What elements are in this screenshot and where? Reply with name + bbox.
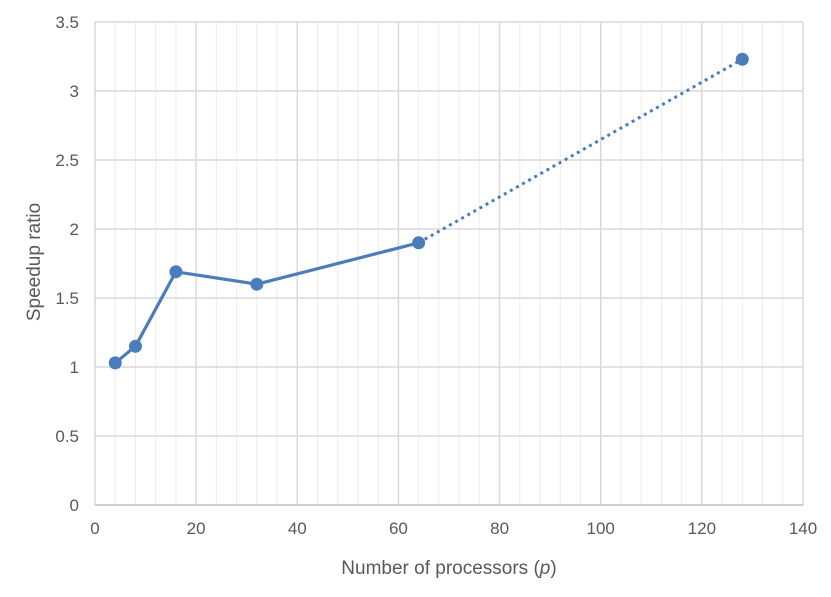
y-tick-label: 1.5 <box>55 289 79 308</box>
x-tick-label: 120 <box>688 519 716 538</box>
x-tick-label: 100 <box>587 519 615 538</box>
y-tick-label: 0 <box>70 496 79 515</box>
x-axis-title-end: ) <box>550 558 556 579</box>
x-axis-title-text: Number of processors ( <box>341 558 540 579</box>
x-tick-label: 140 <box>789 519 817 538</box>
x-tick-label: 0 <box>90 519 99 538</box>
y-tick-label: 2.5 <box>55 151 79 170</box>
y-axis-title: Speedup ratio <box>24 203 45 321</box>
y-tick-label: 3.5 <box>55 13 79 32</box>
data-point <box>108 356 122 370</box>
data-point <box>735 52 749 66</box>
y-tick-labels: 0 0.5 1 1.5 2 2.5 3 3.5 <box>55 13 79 515</box>
data-point <box>169 265 183 279</box>
x-tick-label: 20 <box>187 519 206 538</box>
x-axis-title-variable: p <box>539 558 551 579</box>
minor-gridlines <box>114 22 784 505</box>
x-tick-label: 60 <box>389 519 408 538</box>
y-tick-label: 2 <box>70 220 79 239</box>
series-line-dotted <box>417 57 744 245</box>
series-line-solid <box>113 241 421 365</box>
y-tick-label: 0.5 <box>55 427 79 446</box>
axes <box>94 22 803 506</box>
x-axis-title: Number of processors (p) <box>341 558 556 579</box>
x-tick-label: 80 <box>490 519 509 538</box>
major-gridlines <box>95 21 804 505</box>
data-point <box>250 277 264 291</box>
data-point <box>412 236 426 250</box>
data-point <box>128 339 142 353</box>
x-tick-label: 40 <box>288 519 307 538</box>
y-tick-label: 1 <box>70 358 79 377</box>
x-tick-labels: 0 20 40 60 80 100 120 140 <box>90 519 817 538</box>
series-lines <box>113 57 744 365</box>
series-points <box>108 52 749 370</box>
y-tick-label: 3 <box>70 82 79 101</box>
